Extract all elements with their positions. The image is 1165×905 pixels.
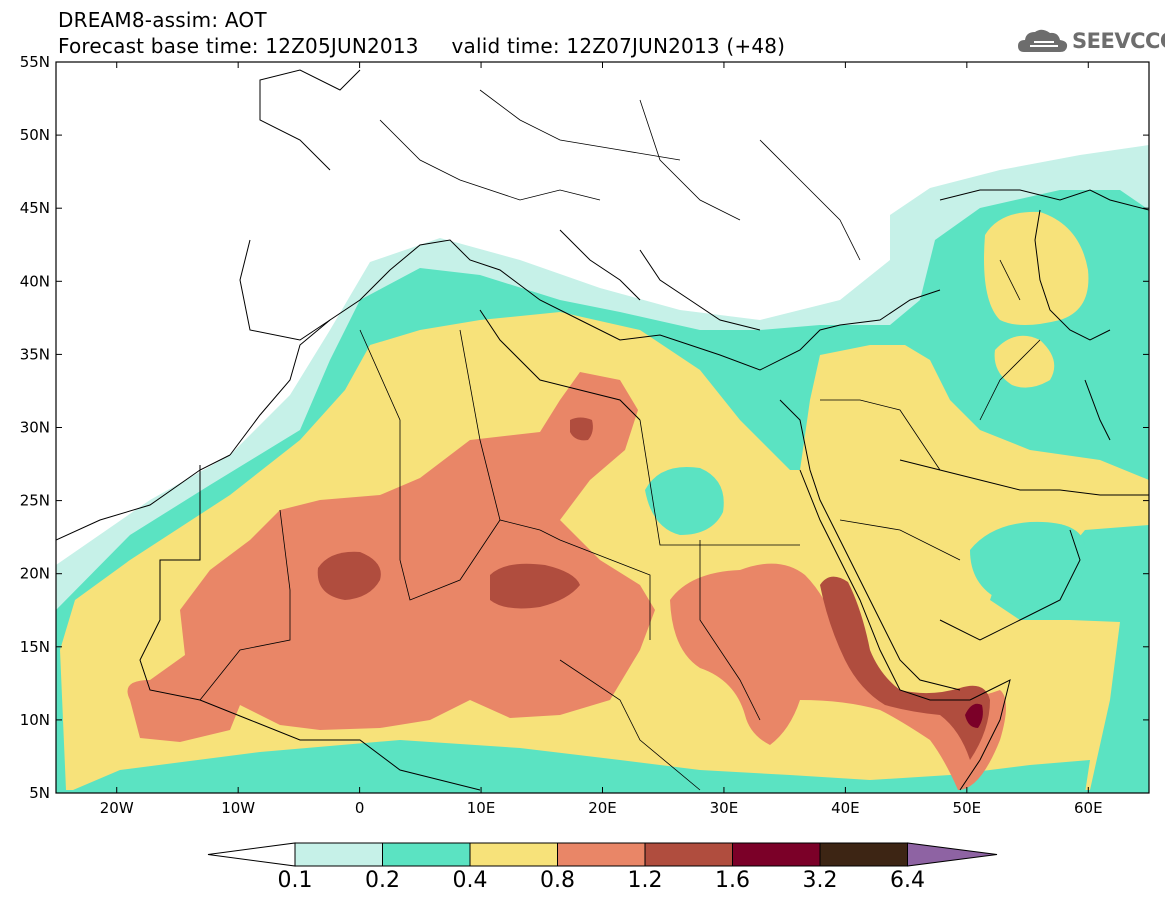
colorbar-segment [207, 842, 296, 867]
aot-patch-iran [994, 335, 1055, 388]
aot-band-0.8-east [670, 563, 1006, 790]
axis-ticks: 55N 50N 45N 40N 35N 30N 25N 20N 15N 10N 5N 20W 10W 0 1… [20, 53, 1149, 817]
lat-tick-label: 35N [20, 345, 50, 363]
colorbar-label: 0.1 [277, 868, 313, 893]
aot-band-1.2-c [570, 417, 593, 441]
logo-text: SEEVCCC [1072, 29, 1165, 53]
cloud-icon [1018, 29, 1068, 52]
colorbar-label: 0.2 [365, 868, 400, 893]
colorbar-label: 1.6 [715, 868, 750, 893]
colorbar-segment [382, 842, 471, 867]
lon-tick-label: 40E [831, 799, 860, 817]
colorbar-segment [907, 842, 998, 867]
lat-tick-label: 30N [20, 419, 50, 437]
lat-tick-label: 5N [29, 784, 50, 802]
lat-tick-label: 45N [20, 199, 50, 217]
aot-band-1.2-a [317, 551, 381, 600]
map-title: DREAM8-assim: AOT [58, 8, 267, 32]
aot-patch-egypt [645, 466, 724, 535]
lon-tick-label: 0 [355, 799, 365, 817]
lon-tick-label: 20W [100, 799, 134, 817]
lat-tick-label: 55N [20, 53, 50, 71]
lon-tick-label: 10E [467, 799, 496, 817]
colorbar-label: 0.4 [452, 868, 488, 893]
map-subtitle: Forecast base time: 12Z05JUN2013 valid t… [58, 34, 786, 58]
lat-tick-label: 25N [20, 492, 50, 510]
aot-patch-caspian [984, 211, 1089, 325]
colorbar-label: 3.2 [802, 868, 838, 893]
colorbar [207, 842, 998, 867]
aot-band-1.2-b [490, 563, 580, 609]
colorbar-segment [469, 842, 558, 867]
colorbar-segment [644, 842, 733, 867]
lon-tick-label: 50E [953, 799, 982, 817]
colorbar-segment [819, 842, 908, 867]
lat-tick-label: 50N [20, 126, 50, 144]
lat-tick-label: 20N [20, 565, 50, 583]
lat-tick-label: 40N [20, 272, 50, 290]
colorbar-label: 0.8 [540, 868, 575, 893]
lon-tick-label: 10W [221, 799, 255, 817]
aot-band-1.6 [965, 703, 983, 728]
aot-patch-arabia [970, 521, 1086, 606]
lon-tick-label: 30E [710, 799, 739, 817]
aot-patch-south-teal [66, 740, 1090, 793]
aot-band-0.8 [127, 372, 655, 742]
lon-tick-label: 60E [1074, 799, 1103, 817]
borders [199, 89, 1041, 791]
aot-band-1.2-d [820, 576, 990, 760]
colorbar-segment [732, 842, 821, 867]
colorbar-label: 1.2 [627, 868, 663, 893]
colorbar-segment [557, 842, 646, 867]
lat-tick-label: 15N [20, 638, 50, 656]
colorbar-segment [294, 842, 383, 867]
lat-tick-label: 10N [20, 711, 50, 729]
lon-tick-label: 20E [588, 799, 617, 817]
colorbar-label: 6.4 [890, 868, 925, 893]
